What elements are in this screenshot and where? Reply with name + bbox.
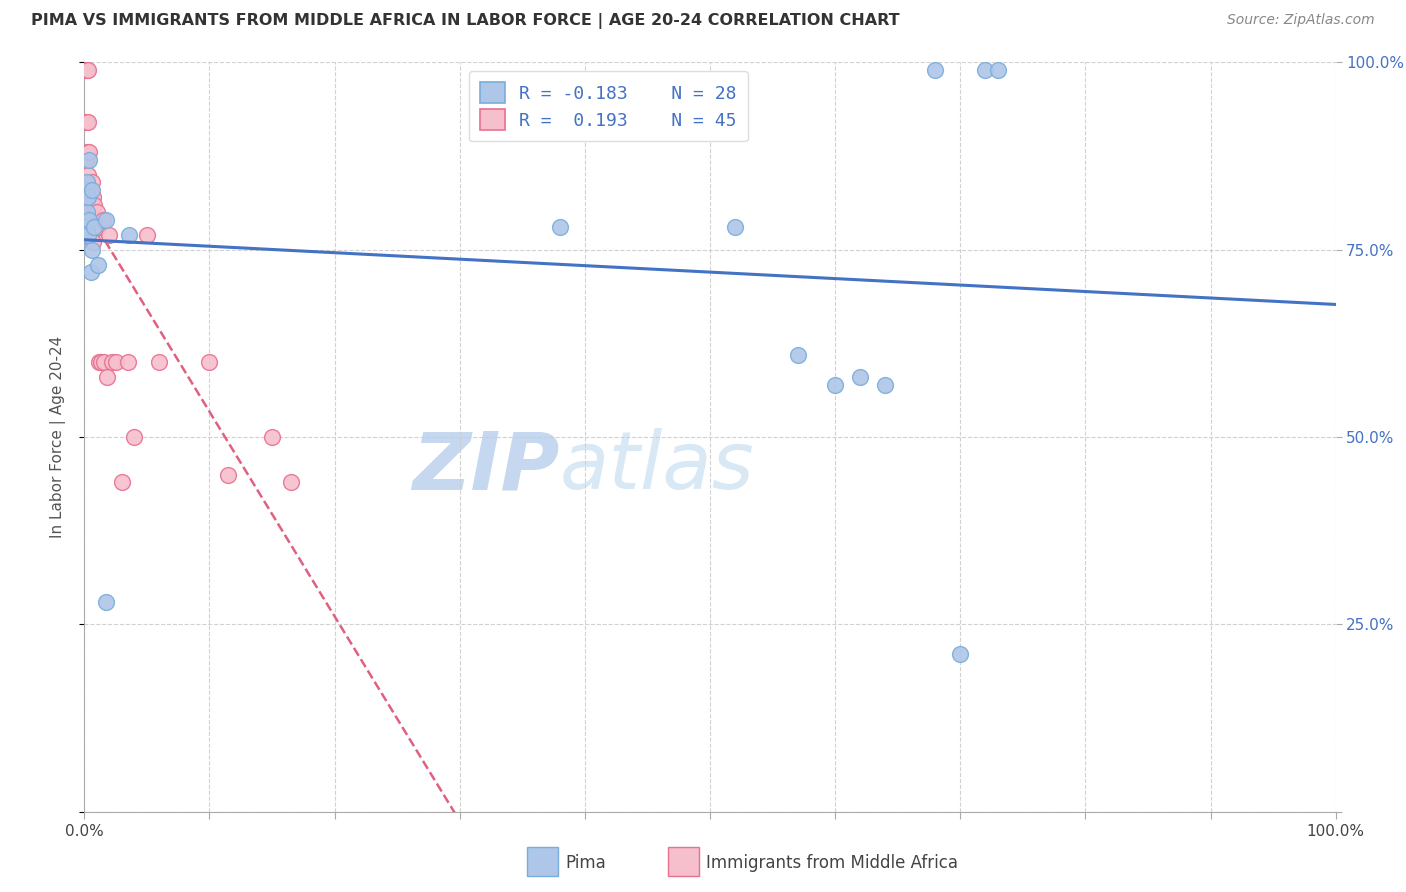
- Point: [786, 348, 808, 362]
- Point: [84, 212, 107, 227]
- Point: [79, 153, 101, 167]
- Text: ZIP: ZIP: [412, 428, 560, 506]
- Point: [87, 258, 110, 272]
- Point: [86, 205, 108, 219]
- Point: [949, 648, 972, 662]
- Point: [724, 220, 747, 235]
- Point: [75, 175, 97, 189]
- Point: [77, 115, 100, 129]
- Text: PIMA VS IMMIGRANTS FROM MIDDLE AFRICA IN LABOR FORCE | AGE 20-24 CORRELATION CHA: PIMA VS IMMIGRANTS FROM MIDDLE AFRICA IN…: [31, 13, 900, 29]
- Point: [77, 190, 100, 204]
- Point: [111, 475, 134, 489]
- Point: [75, 205, 97, 219]
- Point: [96, 370, 118, 384]
- Point: [75, 153, 97, 167]
- Point: [76, 220, 98, 235]
- Point: [90, 355, 112, 369]
- Point: [875, 377, 897, 392]
- Point: [548, 220, 571, 235]
- Point: [82, 190, 104, 204]
- Point: [80, 175, 103, 189]
- Point: [91, 212, 114, 227]
- Point: [924, 62, 946, 77]
- Text: Immigrants from Middle Africa: Immigrants from Middle Africa: [706, 854, 957, 871]
- Point: [77, 62, 100, 77]
- Point: [124, 430, 146, 444]
- Point: [118, 227, 141, 242]
- Point: [77, 205, 100, 219]
- Point: [79, 227, 101, 242]
- Point: [849, 370, 872, 384]
- Point: [80, 212, 103, 227]
- Legend: R = -0.183    N = 28, R =  0.193    N = 45: R = -0.183 N = 28, R = 0.193 N = 45: [468, 71, 748, 141]
- Point: [76, 175, 98, 189]
- Point: [82, 235, 104, 250]
- Point: [79, 265, 101, 279]
- Point: [94, 595, 117, 609]
- Point: [824, 377, 846, 392]
- Point: [77, 227, 100, 242]
- Point: [75, 190, 97, 204]
- Point: [76, 183, 98, 197]
- Point: [217, 467, 239, 482]
- Point: [104, 355, 127, 369]
- Point: [76, 190, 98, 204]
- Text: atlas: atlas: [560, 428, 755, 506]
- Point: [101, 355, 124, 369]
- Text: Pima: Pima: [565, 854, 606, 871]
- Point: [83, 220, 105, 235]
- Point: [98, 227, 121, 242]
- Point: [79, 190, 101, 204]
- Point: [79, 198, 101, 212]
- Point: [75, 62, 97, 77]
- Point: [198, 355, 221, 369]
- Point: [148, 355, 170, 369]
- Point: [76, 212, 98, 227]
- Point: [83, 198, 105, 212]
- Point: [79, 212, 101, 227]
- Point: [94, 212, 117, 227]
- Point: [117, 355, 139, 369]
- Point: [262, 430, 284, 444]
- Point: [79, 212, 101, 227]
- Point: [77, 168, 100, 182]
- Point: [87, 220, 110, 235]
- Point: [76, 205, 98, 219]
- Point: [79, 145, 101, 160]
- Point: [76, 145, 98, 160]
- Point: [93, 355, 115, 369]
- Point: [80, 183, 103, 197]
- Point: [974, 62, 997, 77]
- Point: [76, 62, 98, 77]
- Point: [75, 198, 97, 212]
- Point: [75, 115, 97, 129]
- Point: [83, 220, 105, 235]
- Point: [136, 227, 159, 242]
- Point: [89, 355, 111, 369]
- Point: [76, 198, 98, 212]
- Point: [987, 62, 1010, 77]
- Point: [80, 243, 103, 257]
- Point: [280, 475, 302, 489]
- Text: Source: ZipAtlas.com: Source: ZipAtlas.com: [1227, 13, 1375, 28]
- Y-axis label: In Labor Force | Age 20-24: In Labor Force | Age 20-24: [51, 336, 66, 538]
